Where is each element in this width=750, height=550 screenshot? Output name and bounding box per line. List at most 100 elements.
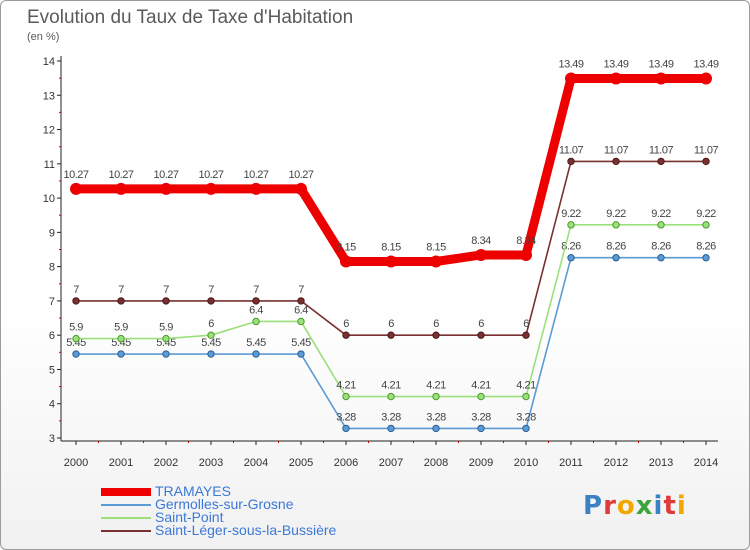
logo-letter: P [583,491,604,521]
x-tick-label: 2010 [514,457,538,469]
data-label: 5.45 [291,337,311,349]
x-tick-label: 2007 [379,457,403,469]
data-label: 4.21 [516,380,536,392]
data-label: 5.9 [159,322,173,334]
legend-label: Germolles-sur-Grosne [155,496,294,512]
legend-swatch [101,517,151,519]
data-label: 11.07 [694,144,719,156]
x-tick-label: 2006 [334,457,358,469]
data-point [162,350,170,358]
data-label: 3.28 [381,411,401,423]
data-point [610,72,622,85]
data-label: 10.27 [288,169,313,181]
x-tick-label: 2004 [244,457,268,469]
x-tick-label: 2014 [694,457,718,469]
data-point [657,254,665,262]
data-label: 5.45 [111,337,131,349]
data-label: 6 [433,318,439,330]
data-label: 10.27 [198,169,223,181]
data-point [72,297,80,305]
data-point [567,221,575,229]
data-point [252,350,260,358]
data-point [432,331,440,339]
data-point [477,392,485,401]
data-label: 8.34 [471,235,491,247]
data-point [387,392,395,401]
data-label: 6 [478,318,484,330]
data-point [72,334,80,343]
data-point [162,297,170,305]
data-label: 6 [523,318,529,330]
data-label: 8.26 [606,241,626,253]
data-label: 11.07 [559,144,584,156]
data-label: 5.45 [201,337,221,349]
y-tick-label: 3 [49,433,55,445]
data-point [657,221,665,229]
data-point [567,254,575,262]
data-point [522,392,530,401]
data-label: 8.26 [696,241,716,253]
y-tick-label: 7 [49,296,55,308]
data-label: 8.15 [426,241,446,253]
logo-letter: o [616,491,636,521]
data-label: 10.27 [243,169,268,181]
data-point [117,350,125,358]
data-point [340,255,352,268]
chart-title: Evolution du Taux de Taxe d'Habitation [27,7,354,28]
x-tick-label: 2009 [469,457,493,469]
data-label: 8.26 [651,241,671,253]
data-point [162,334,170,343]
data-label: 7 [118,284,124,296]
data-point [612,254,620,262]
y-tick-label: 13 [43,90,55,102]
y-tick-label: 8 [49,262,55,274]
chart-unit: (en %) [27,31,60,43]
y-tick-label: 4 [49,399,55,411]
data-label: 7 [253,284,259,296]
data-point [387,331,395,339]
data-point [702,157,710,166]
data-label: 8.15 [336,241,356,253]
data-point [385,255,397,268]
data-label: 10.27 [63,169,88,181]
data-point [702,221,710,229]
data-label: 5.45 [66,337,86,349]
logo-letter: i [653,491,664,521]
data-point [700,72,712,85]
logo-letter: t [663,491,677,521]
data-point [702,254,710,262]
legend-label: Saint-Point [155,509,224,525]
data-point [612,221,620,229]
data-point [657,157,665,166]
data-point [297,350,305,358]
legend-swatch [101,530,151,532]
data-point [387,424,395,433]
y-tick-label: 9 [49,227,55,239]
data-point [612,157,620,166]
data-point [522,331,530,339]
legend-label: Saint-Léger-sous-la-Bussière [155,522,337,538]
data-label: 5.45 [156,337,176,349]
proxiti-logo: Proxiti [583,491,687,521]
data-label: 13.49 [558,58,583,70]
x-tick-label: 2012 [604,457,628,469]
data-label: 9.22 [561,208,581,220]
data-label: 8.15 [381,241,401,253]
data-label: 4.21 [381,380,401,392]
data-label: 3.28 [336,411,356,423]
data-label: 8.34 [516,235,536,247]
legend-swatch [101,488,151,496]
data-point [115,182,127,195]
data-point [250,182,262,195]
data-label: 6 [208,318,214,330]
data-label: 4.21 [471,380,491,392]
data-point [477,424,485,433]
data-point [295,182,307,195]
data-label: 5.45 [246,337,266,349]
data-point [342,392,350,401]
x-tick-label: 2011 [559,457,583,469]
data-point [567,157,575,166]
data-point [430,255,442,268]
data-label: 5.9 [114,322,128,334]
